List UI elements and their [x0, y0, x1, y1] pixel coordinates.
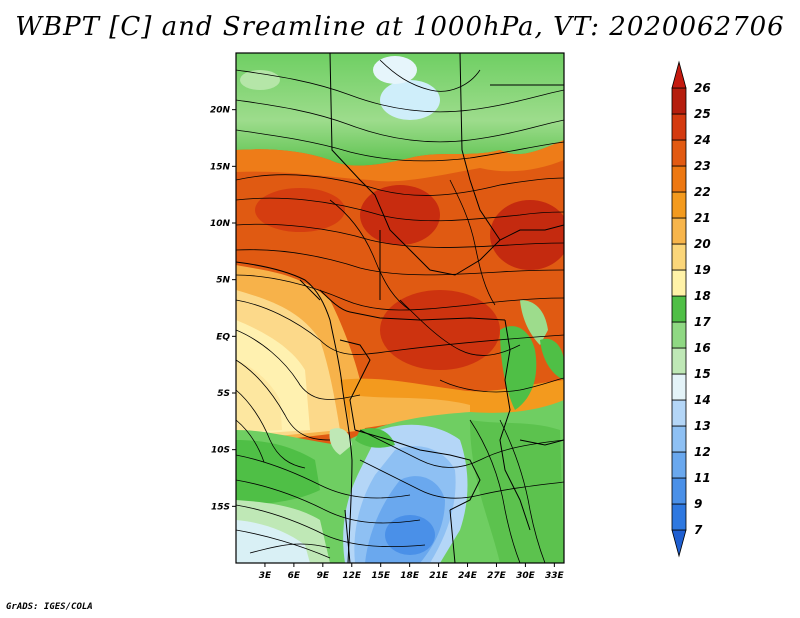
lon-tick-label: 6E [288, 571, 301, 581]
colorbar-label: 15 [694, 367, 711, 381]
colorbar-bin [671, 165, 687, 193]
colorbar-bin [671, 529, 687, 558]
colorbar-bin [671, 87, 687, 115]
colorbar-bin [671, 243, 687, 271]
colorbar-label: 19 [694, 263, 711, 277]
colorbar-bin [671, 60, 687, 89]
longitude-axis: 3E 6E 9E 12E 15E 18E 21E 24E 27E 30E 33E [259, 563, 565, 581]
colorbar-bin [671, 295, 687, 323]
lat-tick-label: 15S [211, 502, 230, 512]
lon-tick-label: 21E [429, 571, 449, 581]
lat-tick-label: 20N [210, 106, 231, 116]
lat-tick-label: EQ [216, 332, 230, 342]
lon-tick-label: 9E [317, 571, 330, 581]
colorbar-bin [671, 269, 687, 297]
lat-tick-label: 5N [216, 276, 230, 286]
colorbar-label: 11 [694, 471, 711, 485]
colorbar-label: 14 [694, 393, 711, 407]
colorbar-label: 24 [694, 133, 711, 147]
colorbar-label: 26 [694, 81, 711, 95]
colorbar-label: 13 [694, 419, 711, 433]
country-borders [299, 53, 564, 563]
lon-tick-label: 12E [342, 571, 362, 581]
colorbar: 7 9 11 12 13 14 15 16 17 18 19 20 21 22 23 24 25 26 [671, 60, 711, 558]
colorbar-bin [671, 425, 687, 453]
colorbar-bin [671, 321, 687, 349]
colorbar-label: 25 [694, 107, 711, 121]
colorbar-bin [671, 191, 687, 219]
lon-tick-label: 30E [516, 571, 536, 581]
lon-tick-label: 27E [487, 571, 507, 581]
lon-tick-label: 3E [259, 571, 272, 581]
lat-tick-label: 5S [217, 389, 230, 399]
colorbar-bin [671, 113, 687, 141]
colorbar-label: 17 [694, 315, 711, 329]
colorbar-label: 20 [694, 237, 711, 251]
colorbar-label: 12 [694, 445, 711, 459]
streamlines [236, 59, 564, 563]
colorbar-bin [671, 373, 687, 401]
colorbar-label: 18 [694, 289, 711, 303]
colorbar-bin [671, 399, 687, 427]
lat-tick-label: 10S [211, 446, 230, 456]
latitude-axis: 20N 15N 10N 5N EQ 5S 10S 15S [210, 106, 236, 512]
lat-tick-label: 15N [210, 162, 231, 172]
colorbar-bin [671, 139, 687, 167]
lon-tick-label: 33E [545, 571, 565, 581]
coastline [236, 261, 353, 563]
lon-tick-label: 24E [458, 571, 478, 581]
lon-tick-label: 15E [371, 571, 391, 581]
colorbar-label: 23 [694, 159, 711, 173]
plot-title: WBPT [C] and Sreamline at 1000hPa, VT: 2… [15, 12, 785, 42]
colorbar-label: 16 [694, 341, 711, 355]
colorbar-label: 21 [694, 211, 711, 225]
wbpt-field [236, 53, 564, 563]
lon-tick-label: 18E [400, 571, 420, 581]
lat-tick-label: 10N [210, 219, 231, 229]
colorbar-bin [671, 451, 687, 479]
colorbar-label: 9 [694, 497, 702, 511]
colorbar-bin [671, 477, 687, 505]
colorbar-bin [671, 347, 687, 375]
colorbar-bin [671, 217, 687, 245]
map-frame [235, 52, 565, 564]
colorbar-bin [671, 503, 687, 531]
colorbar-label: 7 [694, 523, 703, 537]
grads-credit: GrADS: IGES/COLA [6, 602, 93, 612]
colorbar-label: 22 [694, 185, 711, 199]
